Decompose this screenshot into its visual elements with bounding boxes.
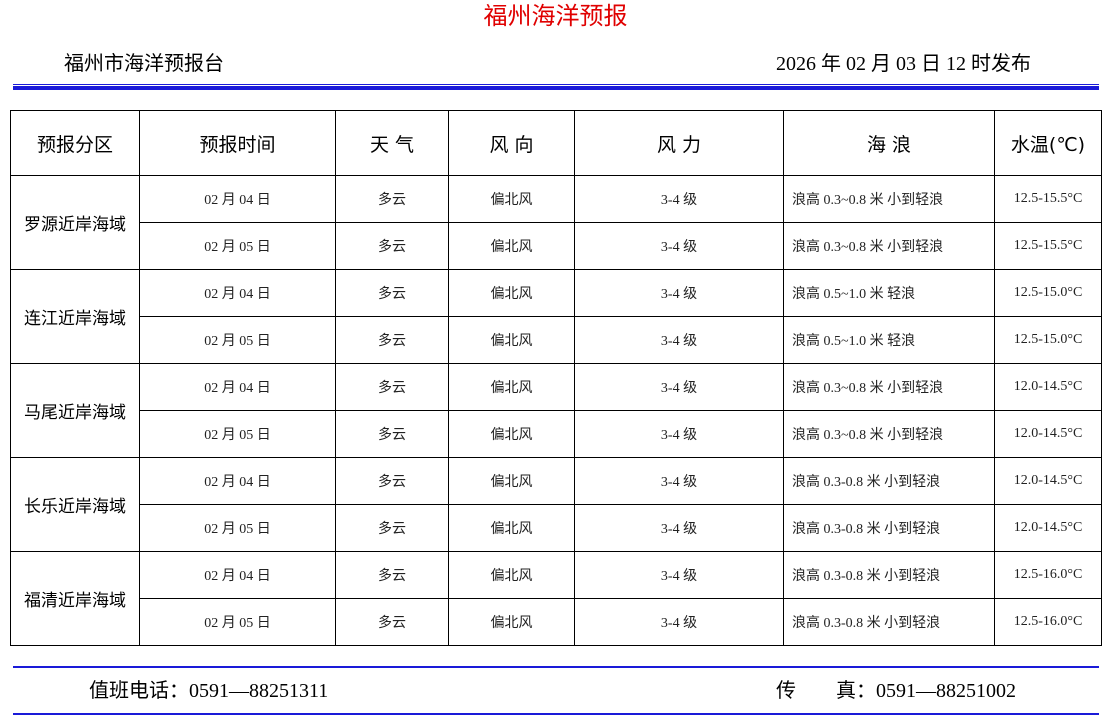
water-temp-cell: 12.5-16.0°C: [994, 551, 1102, 599]
weather-cell: 多云: [335, 269, 449, 317]
water-temp-cell: 12.5-15.0°C: [994, 316, 1102, 364]
footer-divider-top: [13, 666, 1099, 668]
waves-cell: 浪高 0.5~1.0 米 轻浪: [783, 269, 995, 317]
waves-cell: 浪高 0.3-0.8 米 小到轻浪: [783, 504, 995, 552]
wind-force-cell: 3-4 级: [574, 457, 784, 505]
header-waves: 海 浪: [783, 110, 995, 176]
water-temp-cell: 12.0-14.5°C: [994, 410, 1102, 458]
waves-cell: 浪高 0.3~0.8 米 小到轻浪: [783, 222, 995, 270]
forecast-table: 预报分区 预报时间 天 气 风 向 风 力 海 浪 水温(℃) 罗源近岸海域 0…: [10, 110, 1102, 646]
page-title: 福州海洋预报: [483, 4, 628, 30]
issuer-name: 福州市海洋预报台: [64, 53, 224, 75]
weather-cell: 多云: [335, 222, 449, 270]
water-temp-cell: 12.5-15.0°C: [994, 269, 1102, 317]
zone-name: 马尾近岸海域: [10, 363, 140, 458]
forecast-date: 02 月 04 日: [139, 363, 336, 411]
waves-cell: 浪高 0.3~0.8 米 小到轻浪: [783, 175, 995, 223]
forecast-date: 02 月 04 日: [139, 457, 336, 505]
wind-force-cell: 3-4 级: [574, 269, 784, 317]
wind-force-cell: 3-4 级: [574, 551, 784, 599]
zone-name: 罗源近岸海域: [10, 175, 140, 270]
weather-cell: 多云: [335, 598, 449, 646]
forecast-date: 02 月 05 日: [139, 598, 336, 646]
forecast-date: 02 月 04 日: [139, 269, 336, 317]
wind-direction-cell: 偏北风: [448, 316, 575, 364]
header-divider-thin: [13, 84, 1099, 85]
table-header-row: 预报分区 预报时间 天 气 风 向 风 力 海 浪 水温(℃): [10, 110, 1102, 176]
water-temp-cell: 12.0-14.5°C: [994, 504, 1102, 552]
water-temp-cell: 12.5-15.5°C: [994, 222, 1102, 270]
wind-force-cell: 3-4 级: [574, 363, 784, 411]
waves-cell: 浪高 0.5~1.0 米 轻浪: [783, 316, 995, 364]
header-weather: 天 气: [335, 110, 449, 176]
table-row: 02 月 05 日 多云 偏北风 3-4 级 浪高 0.3-0.8 米 小到轻浪…: [11, 504, 1102, 552]
zone-name: 连江近岸海域: [10, 269, 140, 364]
weather-cell: 多云: [335, 363, 449, 411]
wind-force-cell: 3-4 级: [574, 175, 784, 223]
header-wind-direction: 风 向: [448, 110, 575, 176]
table-row: 02 月 05 日 多云 偏北风 3-4 级 浪高 0.3~0.8 米 小到轻浪…: [11, 222, 1102, 270]
header-divider-thick: [13, 86, 1099, 90]
forecast-date: 02 月 04 日: [139, 175, 336, 223]
waves-cell: 浪高 0.3~0.8 米 小到轻浪: [783, 363, 995, 411]
header-water-temp: 水温(℃): [994, 110, 1102, 176]
wind-force-cell: 3-4 级: [574, 316, 784, 364]
wind-force-cell: 3-4 级: [574, 598, 784, 646]
water-temp-cell: 12.0-14.5°C: [994, 457, 1102, 505]
forecast-date: 02 月 05 日: [139, 410, 336, 458]
water-temp-cell: 12.0-14.5°C: [994, 363, 1102, 411]
zone-name: 长乐近岸海域: [10, 457, 140, 552]
wind-direction-cell: 偏北风: [448, 457, 575, 505]
waves-cell: 浪高 0.3-0.8 米 小到轻浪: [783, 551, 995, 599]
wind-direction-cell: 偏北风: [448, 551, 575, 599]
table-row: 02 月 05 日 多云 偏北风 3-4 级 浪高 0.3~0.8 米 小到轻浪…: [11, 410, 1102, 458]
table-row: 连江近岸海域 02 月 04 日 多云 偏北风 3-4 级 浪高 0.5~1.0…: [10, 269, 1102, 364]
waves-cell: 浪高 0.3-0.8 米 小到轻浪: [783, 598, 995, 646]
waves-cell: 浪高 0.3~0.8 米 小到轻浪: [783, 410, 995, 458]
wind-direction-cell: 偏北风: [448, 222, 575, 270]
forecast-date: 02 月 05 日: [139, 504, 336, 552]
wind-force-cell: 3-4 级: [574, 504, 784, 552]
wind-force-cell: 3-4 级: [574, 222, 784, 270]
header-wind-force: 风 力: [574, 110, 784, 176]
wind-direction-cell: 偏北风: [448, 363, 575, 411]
wind-direction-cell: 偏北风: [448, 269, 575, 317]
table-row: 02 月 05 日 多云 偏北风 3-4 级 浪高 0.3-0.8 米 小到轻浪…: [11, 598, 1102, 646]
forecast-date: 02 月 05 日: [139, 316, 336, 364]
table-row: 福清近岸海域 02 月 04 日 多云 偏北风 3-4 级 浪高 0.3-0.8…: [10, 551, 1102, 646]
water-temp-cell: 12.5-15.5°C: [994, 175, 1102, 223]
weather-cell: 多云: [335, 410, 449, 458]
wind-direction-cell: 偏北风: [448, 598, 575, 646]
table-row: 02 月 05 日 多云 偏北风 3-4 级 浪高 0.5~1.0 米 轻浪 1…: [11, 316, 1102, 364]
wind-force-cell: 3-4 级: [574, 410, 784, 458]
weather-cell: 多云: [335, 457, 449, 505]
forecast-date: 02 月 05 日: [139, 222, 336, 270]
weather-cell: 多云: [335, 175, 449, 223]
wind-direction-cell: 偏北风: [448, 410, 575, 458]
weather-cell: 多云: [335, 504, 449, 552]
table-row: 马尾近岸海域 02 月 04 日 多云 偏北风 3-4 级 浪高 0.3~0.8…: [10, 363, 1102, 458]
weather-cell: 多云: [335, 551, 449, 599]
wind-direction-cell: 偏北风: [448, 504, 575, 552]
zone-name: 福清近岸海域: [10, 551, 140, 646]
water-temp-cell: 12.5-16.0°C: [994, 598, 1102, 646]
table-row: 长乐近岸海域 02 月 04 日 多云 偏北风 3-4 级 浪高 0.3-0.8…: [10, 457, 1102, 552]
table-row: 罗源近岸海域 02 月 04 日 多云 偏北风 3-4 级 浪高 0.3~0.8…: [10, 175, 1102, 270]
fax-number: 传 真：0591—88251002: [776, 680, 1016, 702]
header-time: 预报时间: [139, 110, 336, 176]
duty-phone: 值班电话：0591—88251311: [89, 680, 329, 702]
weather-cell: 多云: [335, 316, 449, 364]
wind-direction-cell: 偏北风: [448, 175, 575, 223]
header-zone: 预报分区: [10, 110, 140, 176]
forecast-date: 02 月 04 日: [139, 551, 336, 599]
table-body: 罗源近岸海域 02 月 04 日 多云 偏北风 3-4 级 浪高 0.3~0.8…: [10, 175, 1102, 646]
issue-time: 2026 年 02 月 03 日 12 时发布: [776, 53, 1031, 75]
waves-cell: 浪高 0.3-0.8 米 小到轻浪: [783, 457, 995, 505]
footer-divider-bottom: [13, 713, 1099, 715]
